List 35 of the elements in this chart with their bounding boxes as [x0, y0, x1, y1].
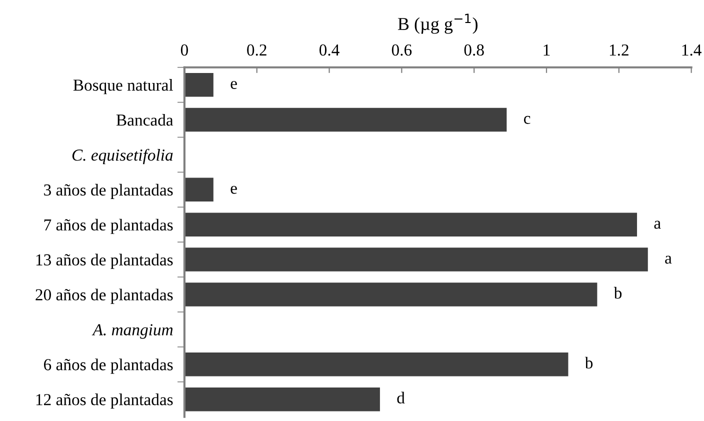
annotation: e: [230, 186, 237, 194]
annotation: e: [230, 80, 237, 90]
x-tick-label: 1.4: [682, 44, 702, 56]
y-tick-label: Bancada: [116, 114, 174, 126]
x-tick-label: 0.6: [392, 44, 412, 56]
y-tick-label: 13 años de plantadas: [36, 254, 173, 269]
y-tick-label: 7 años de plantadas: [44, 218, 173, 234]
annotation: a: [654, 220, 661, 229]
bar: [184, 178, 214, 202]
x-axis-title: B (µg g$^{−1}$): [398, 14, 478, 34]
y-tick-label: C. equisetifolia: [72, 148, 173, 164]
bar: [184, 108, 507, 132]
bar: [184, 352, 568, 376]
y-tick-label: 20 años de plantadas: [36, 288, 173, 304]
annotation: a: [665, 256, 672, 264]
bar: [184, 212, 638, 236]
y-tick-label: A. mangium: [92, 324, 173, 339]
x-tick-label: 0.2: [247, 44, 266, 56]
bar: [184, 248, 648, 272]
y-tick-label: 3 años de plantadas: [44, 184, 173, 199]
annotation: c: [524, 116, 530, 124]
x-tick-label: 0: [180, 44, 188, 56]
x-tick-label: 0.8: [464, 44, 484, 56]
annotation: d: [397, 392, 405, 404]
x-tick-label: 1: [544, 44, 550, 56]
bar: [184, 72, 214, 97]
y-tick-label: Bosque natural: [73, 79, 173, 94]
x-tick-label: 0.4: [319, 44, 340, 56]
annotation: b: [584, 356, 593, 369]
x-tick-label: 1.2: [610, 44, 628, 56]
y-tick-label: 6 años de plantadas: [44, 358, 173, 374]
bar: [184, 387, 380, 412]
bar: [184, 282, 598, 306]
y-tick-label: 12 años de plantadas: [36, 394, 173, 409]
annotation: b: [614, 286, 622, 299]
